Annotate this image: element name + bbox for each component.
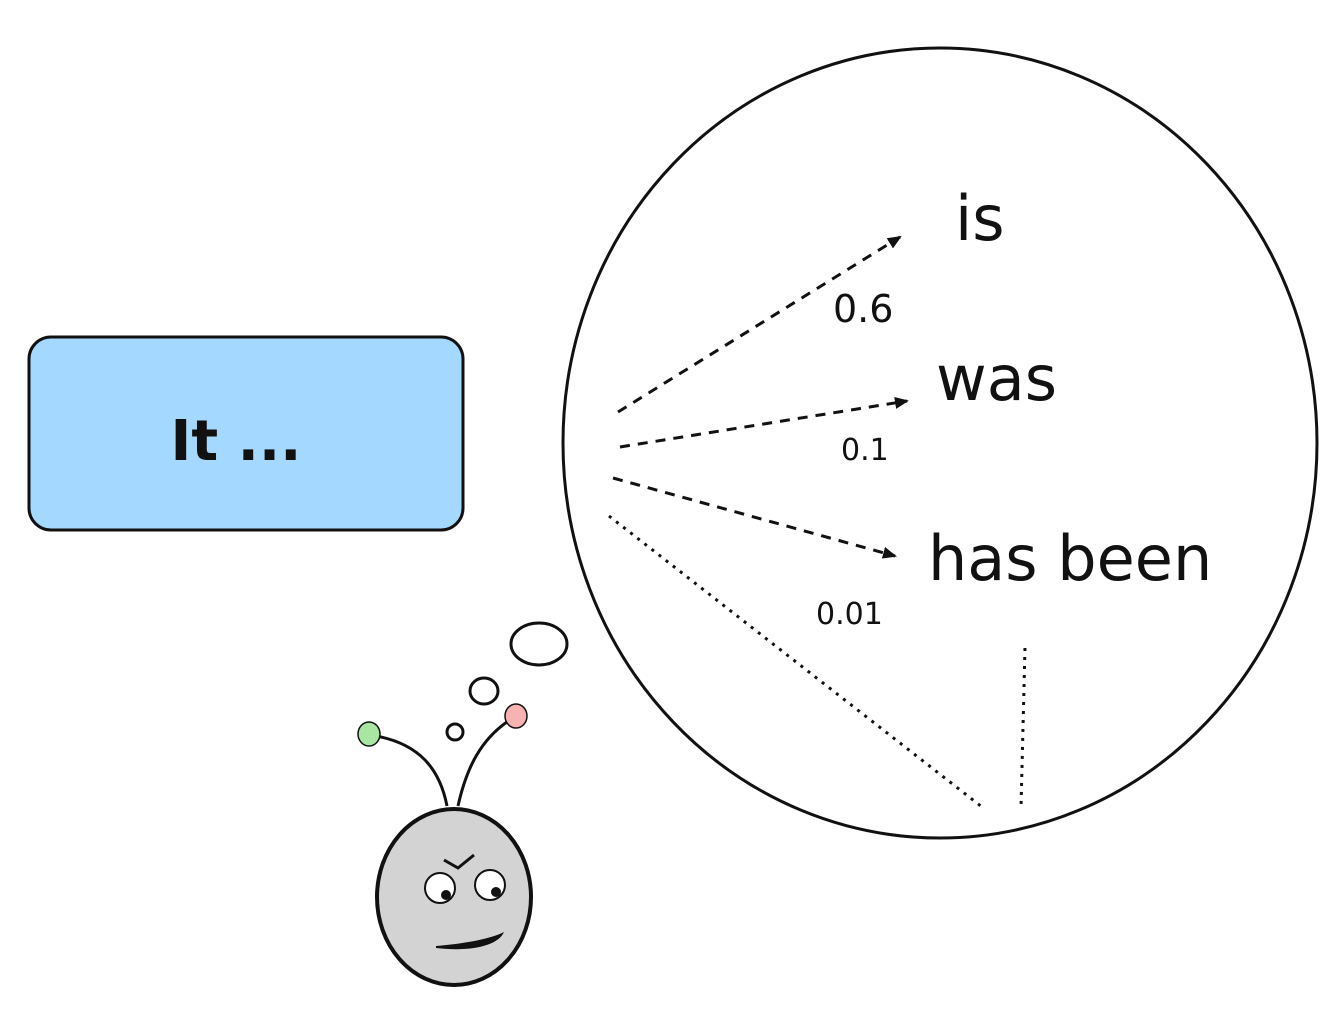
probability-has-been: 0.01 xyxy=(816,597,883,632)
arrow-to-has-been xyxy=(612,476,897,559)
robot-eye-right xyxy=(474,869,506,901)
probability-is: 0.6 xyxy=(833,287,893,331)
robot-pupil-left xyxy=(441,890,451,900)
robot-head xyxy=(375,807,533,987)
arrow-to-is xyxy=(617,235,902,414)
antenna-right-tip xyxy=(504,703,528,729)
token-word-is: is xyxy=(955,182,1005,255)
candidate-tokens: is was has been xyxy=(928,182,1212,595)
arrow-to-was xyxy=(619,396,909,449)
probability-was: 0.1 xyxy=(841,433,889,468)
robot-eyebrow xyxy=(443,853,475,870)
prompt-box: It ... xyxy=(27,335,465,532)
thought-dot-large xyxy=(509,621,569,667)
thought-dot-medium xyxy=(468,676,500,706)
token-probabilities: 0.6 0.1 0.01 xyxy=(816,287,893,632)
robot-eye-left xyxy=(424,872,456,904)
antenna-left xyxy=(369,733,449,807)
prompt-box-background xyxy=(27,335,465,532)
antenna-left-tip xyxy=(357,721,381,747)
robot-pupil-right xyxy=(491,887,501,897)
thought-dot-small xyxy=(445,722,465,742)
token-word-was: was xyxy=(936,342,1057,415)
thought-bubble-outline xyxy=(561,46,1319,840)
prompt-text: It ... xyxy=(171,409,302,474)
token-word-has-been: has been xyxy=(928,522,1212,595)
robot-mouth xyxy=(436,932,504,950)
dotted-line-continuation xyxy=(1019,647,1027,808)
token-arrows xyxy=(608,235,1027,809)
antenna-right xyxy=(456,716,514,807)
thought-bubble-icon xyxy=(445,46,1319,840)
robot-thinker-icon xyxy=(357,703,533,987)
dotted-line-more-tokens xyxy=(608,514,983,809)
